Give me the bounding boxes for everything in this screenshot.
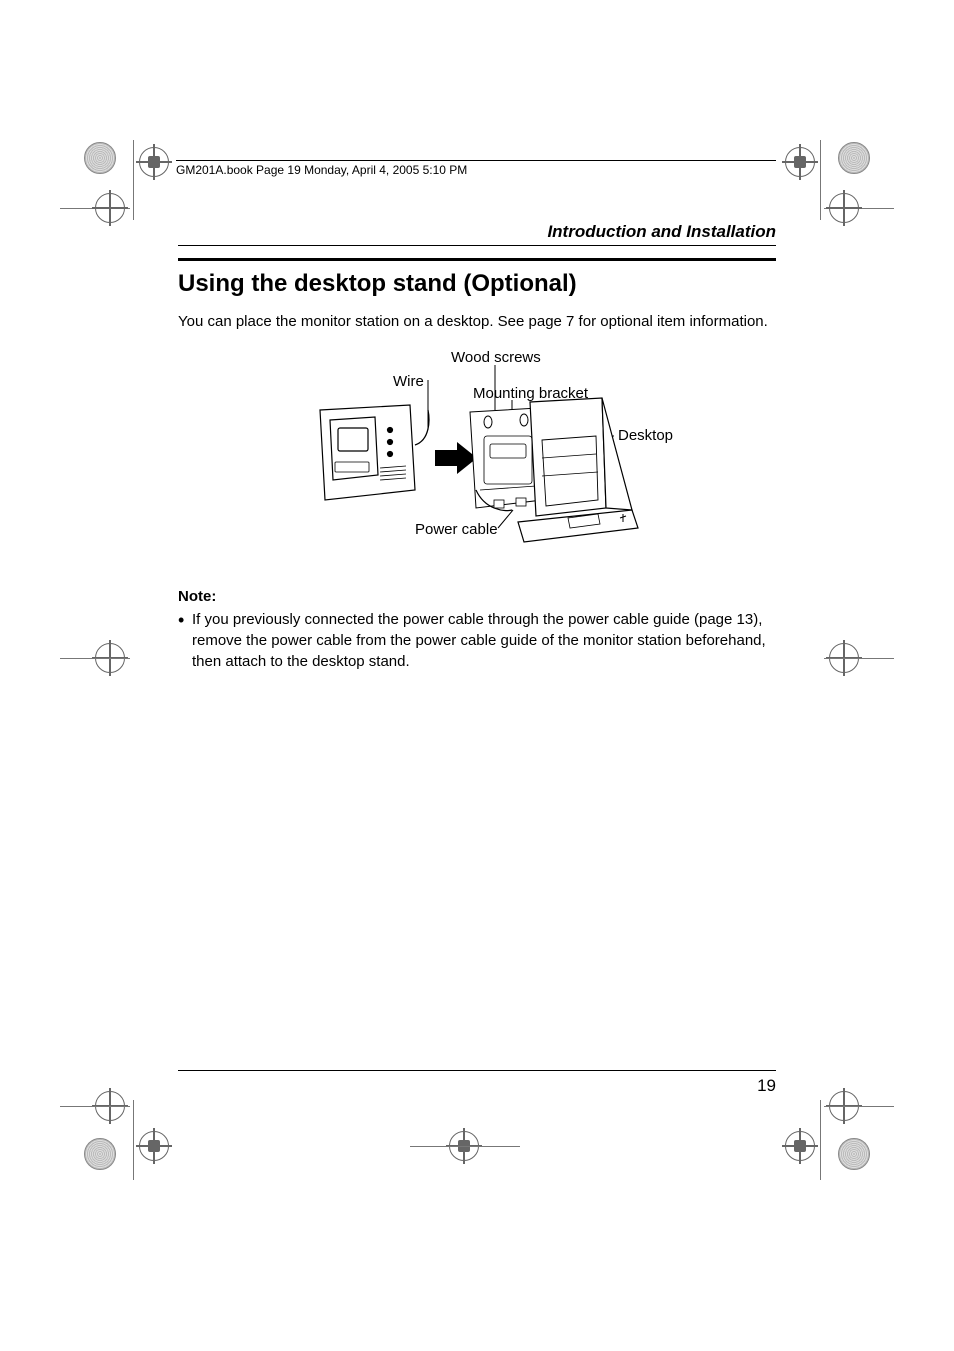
reg-mark-icon (92, 190, 128, 226)
reg-mark-icon (136, 1128, 172, 1164)
deco-circle-icon (838, 1138, 870, 1170)
deco-circle-icon (84, 142, 116, 174)
reg-hline (824, 658, 894, 659)
desktop-stand-icon (518, 398, 638, 542)
footer-rule (178, 1070, 776, 1071)
deco-circle-icon (838, 142, 870, 174)
note-heading: Note: (178, 588, 776, 605)
reg-mark-icon (136, 144, 172, 180)
reg-hline (410, 1146, 520, 1147)
crop-line (176, 160, 776, 161)
label-wire: Wire (393, 373, 424, 390)
arrow-icon (435, 442, 477, 474)
content-area: Using the desktop stand (Optional) You c… (178, 270, 776, 672)
reg-vline (820, 1100, 821, 1180)
reg-mark-icon (782, 144, 818, 180)
page-number: 19 (757, 1076, 776, 1096)
reg-hline (60, 1106, 130, 1107)
label-desktop-stand: Desktop stand (618, 427, 675, 444)
intro-text: You can place the monitor station on a d… (178, 312, 776, 332)
book-info: GM201A.book Page 19 Monday, April 4, 200… (176, 163, 467, 177)
note-bullet: • If you previously connected the power … (178, 609, 776, 672)
section-header-underline (178, 245, 776, 246)
diagram-svg: Wood screws Wire Mounting bracket Deskto… (280, 350, 675, 555)
reg-vline (820, 140, 821, 220)
note-bullet-text: If you previously connected the power ca… (192, 609, 776, 672)
reg-vline (133, 1100, 134, 1180)
diagram: Wood screws Wire Mounting bracket Deskto… (280, 350, 675, 560)
label-power-cable: Power cable (415, 521, 498, 538)
reg-hline (824, 1106, 894, 1107)
label-wood-screws: Wood screws (451, 350, 541, 366)
reg-vline (133, 140, 134, 220)
reg-mark-icon (826, 190, 862, 226)
deco-circle-icon (84, 1138, 116, 1170)
section-header: Introduction and Installation (178, 222, 776, 242)
reg-mark-icon (782, 1128, 818, 1164)
bullet-dot-icon: • (178, 609, 192, 672)
section-header-thick-rule (178, 258, 776, 261)
monitor-station-icon (320, 405, 415, 500)
reg-hline (60, 658, 130, 659)
page-root: GM201A.book Page 19 Monday, April 4, 200… (0, 0, 954, 1351)
page-title: Using the desktop stand (Optional) (178, 270, 776, 298)
